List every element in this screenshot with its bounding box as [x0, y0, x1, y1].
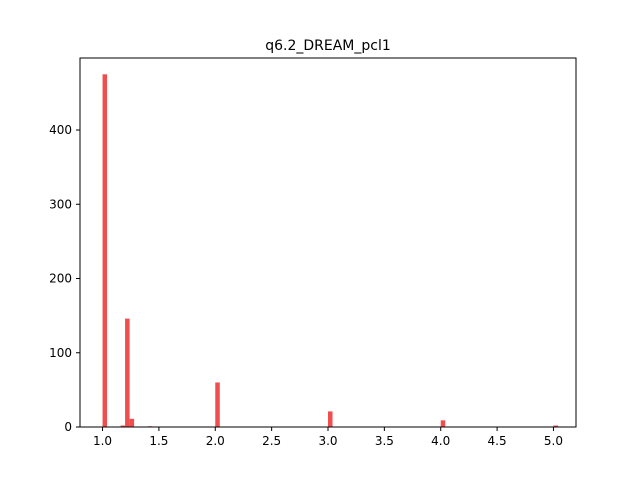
x-tick-label: 3.5 [375, 434, 394, 448]
y-tick-label: 400 [49, 123, 72, 137]
x-tick-label: 3.0 [318, 434, 337, 448]
histogram-bar [129, 418, 135, 427]
x-tick-label: 1.0 [93, 434, 112, 448]
x-tick-label: 2.5 [262, 434, 281, 448]
histogram-bar [120, 425, 126, 427]
x-axis: 1.0 1.5 2.0 2.5 3.0 3.5 4.0 4.5 5.0 [93, 427, 563, 448]
chart-title: q6.2_DREAM_pcl1 [265, 38, 391, 54]
x-tick-label: 5.0 [544, 434, 563, 448]
y-axis: 0 100 200 300 400 [49, 123, 80, 434]
histogram-bar [125, 318, 130, 427]
x-tick-label: 4.5 [488, 434, 507, 448]
x-tick-label: 2.0 [206, 434, 225, 448]
histogram-bar [102, 74, 108, 427]
x-tick-label: 1.5 [149, 434, 168, 448]
y-tick-label: 200 [49, 272, 72, 286]
y-tick-label: 300 [49, 197, 72, 211]
y-tick-label: 0 [64, 420, 72, 434]
histogram-bar [553, 425, 558, 427]
x-tick-label: 4.0 [431, 434, 450, 448]
plot-frame [79, 57, 577, 428]
histogram-bar [215, 382, 220, 427]
histogram-bar [440, 420, 446, 427]
y-tick-label: 100 [49, 346, 72, 360]
histogram-bar [328, 411, 333, 427]
